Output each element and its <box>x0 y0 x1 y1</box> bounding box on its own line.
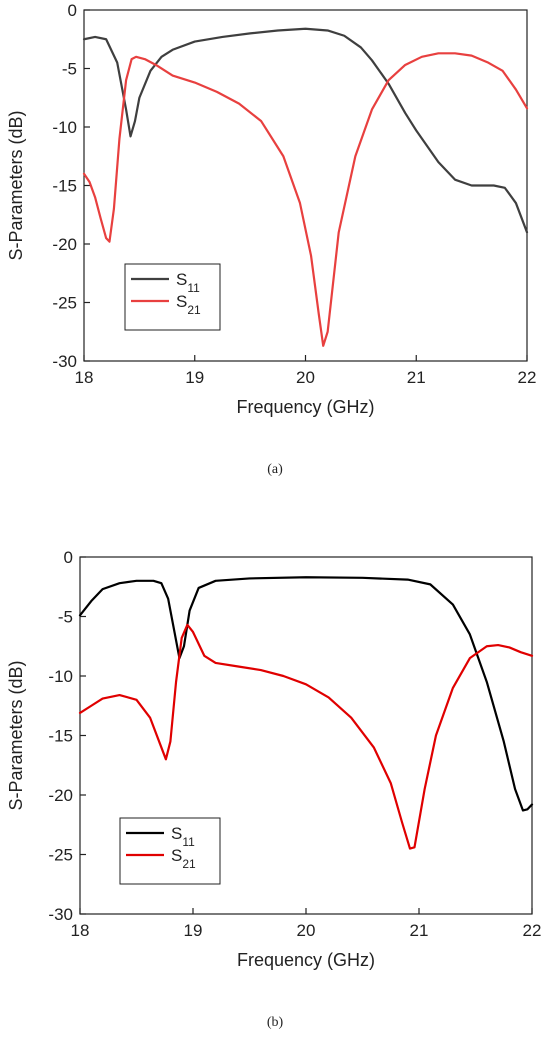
chart0-y-axis-title: S-Parameters (dB) <box>6 110 26 260</box>
chart0-x-tick-label: 22 <box>518 368 537 387</box>
chart0-series-s21-line <box>82 52 529 347</box>
chart0-series-s11-line <box>82 27 529 234</box>
chart1-y-axis-title: S-Parameters (dB) <box>6 660 26 810</box>
chart1-y-tick-label: -15 <box>48 727 73 746</box>
chart1-series-s11-line <box>78 576 534 812</box>
chart1-y-tick-label: 0 <box>64 548 73 567</box>
chart0-y-tick-label: -15 <box>52 177 77 196</box>
chart0-y-tick-label: -20 <box>52 235 77 254</box>
chart0-legend-box <box>124 263 221 331</box>
chart1-y-tick-label: -25 <box>48 846 73 865</box>
chart1-y-tick-label: -5 <box>58 608 73 627</box>
chart0-y-tick-label: -10 <box>52 118 77 137</box>
chart0-x-tick-label: 19 <box>185 368 204 387</box>
chart1-x-tick-label: 20 <box>297 921 316 940</box>
chart0-x-axis-title: Frequency (GHz) <box>236 397 374 417</box>
chart0-y-tick-label: 0 <box>68 1 77 20</box>
caption-a: (a) <box>267 462 283 477</box>
chart0-y-tick-label: -30 <box>52 352 77 371</box>
chart1-x-tick-label: 18 <box>71 921 90 940</box>
chart1-x-tick-label: 22 <box>523 921 542 940</box>
chart1-x-axis-title: Frequency (GHz) <box>237 950 375 970</box>
chart0-y-tick-label: -5 <box>62 60 77 79</box>
chart1-y-tick-label: -20 <box>48 786 73 805</box>
chart0-x-tick-label: 18 <box>75 368 94 387</box>
chart1-series-s21-line <box>78 623 534 850</box>
chart-b: 18 19 20 21 22 0 -5 -10 -15 -20 -25 -30 Frequency (G… <box>6 548 542 970</box>
chart1-x-tick-label: 19 <box>184 921 203 940</box>
chart1-legend-box <box>119 817 221 885</box>
chart0-y-tick-label: -25 <box>52 294 77 313</box>
chart1-y-tick-label: -10 <box>48 667 73 686</box>
caption-b: (b) <box>266 1015 284 1030</box>
chart0-x-tick-label: 21 <box>407 368 426 387</box>
chart0-x-tick-label: 20 <box>296 368 315 387</box>
chart-a: 18 19 20 21 22 0 -5 -10 -15 -20 -25 -30 Frequency (G… <box>6 1 537 417</box>
chart1-y-tick-label: -30 <box>48 905 73 924</box>
chart1-x-tick-label: 21 <box>410 921 429 940</box>
